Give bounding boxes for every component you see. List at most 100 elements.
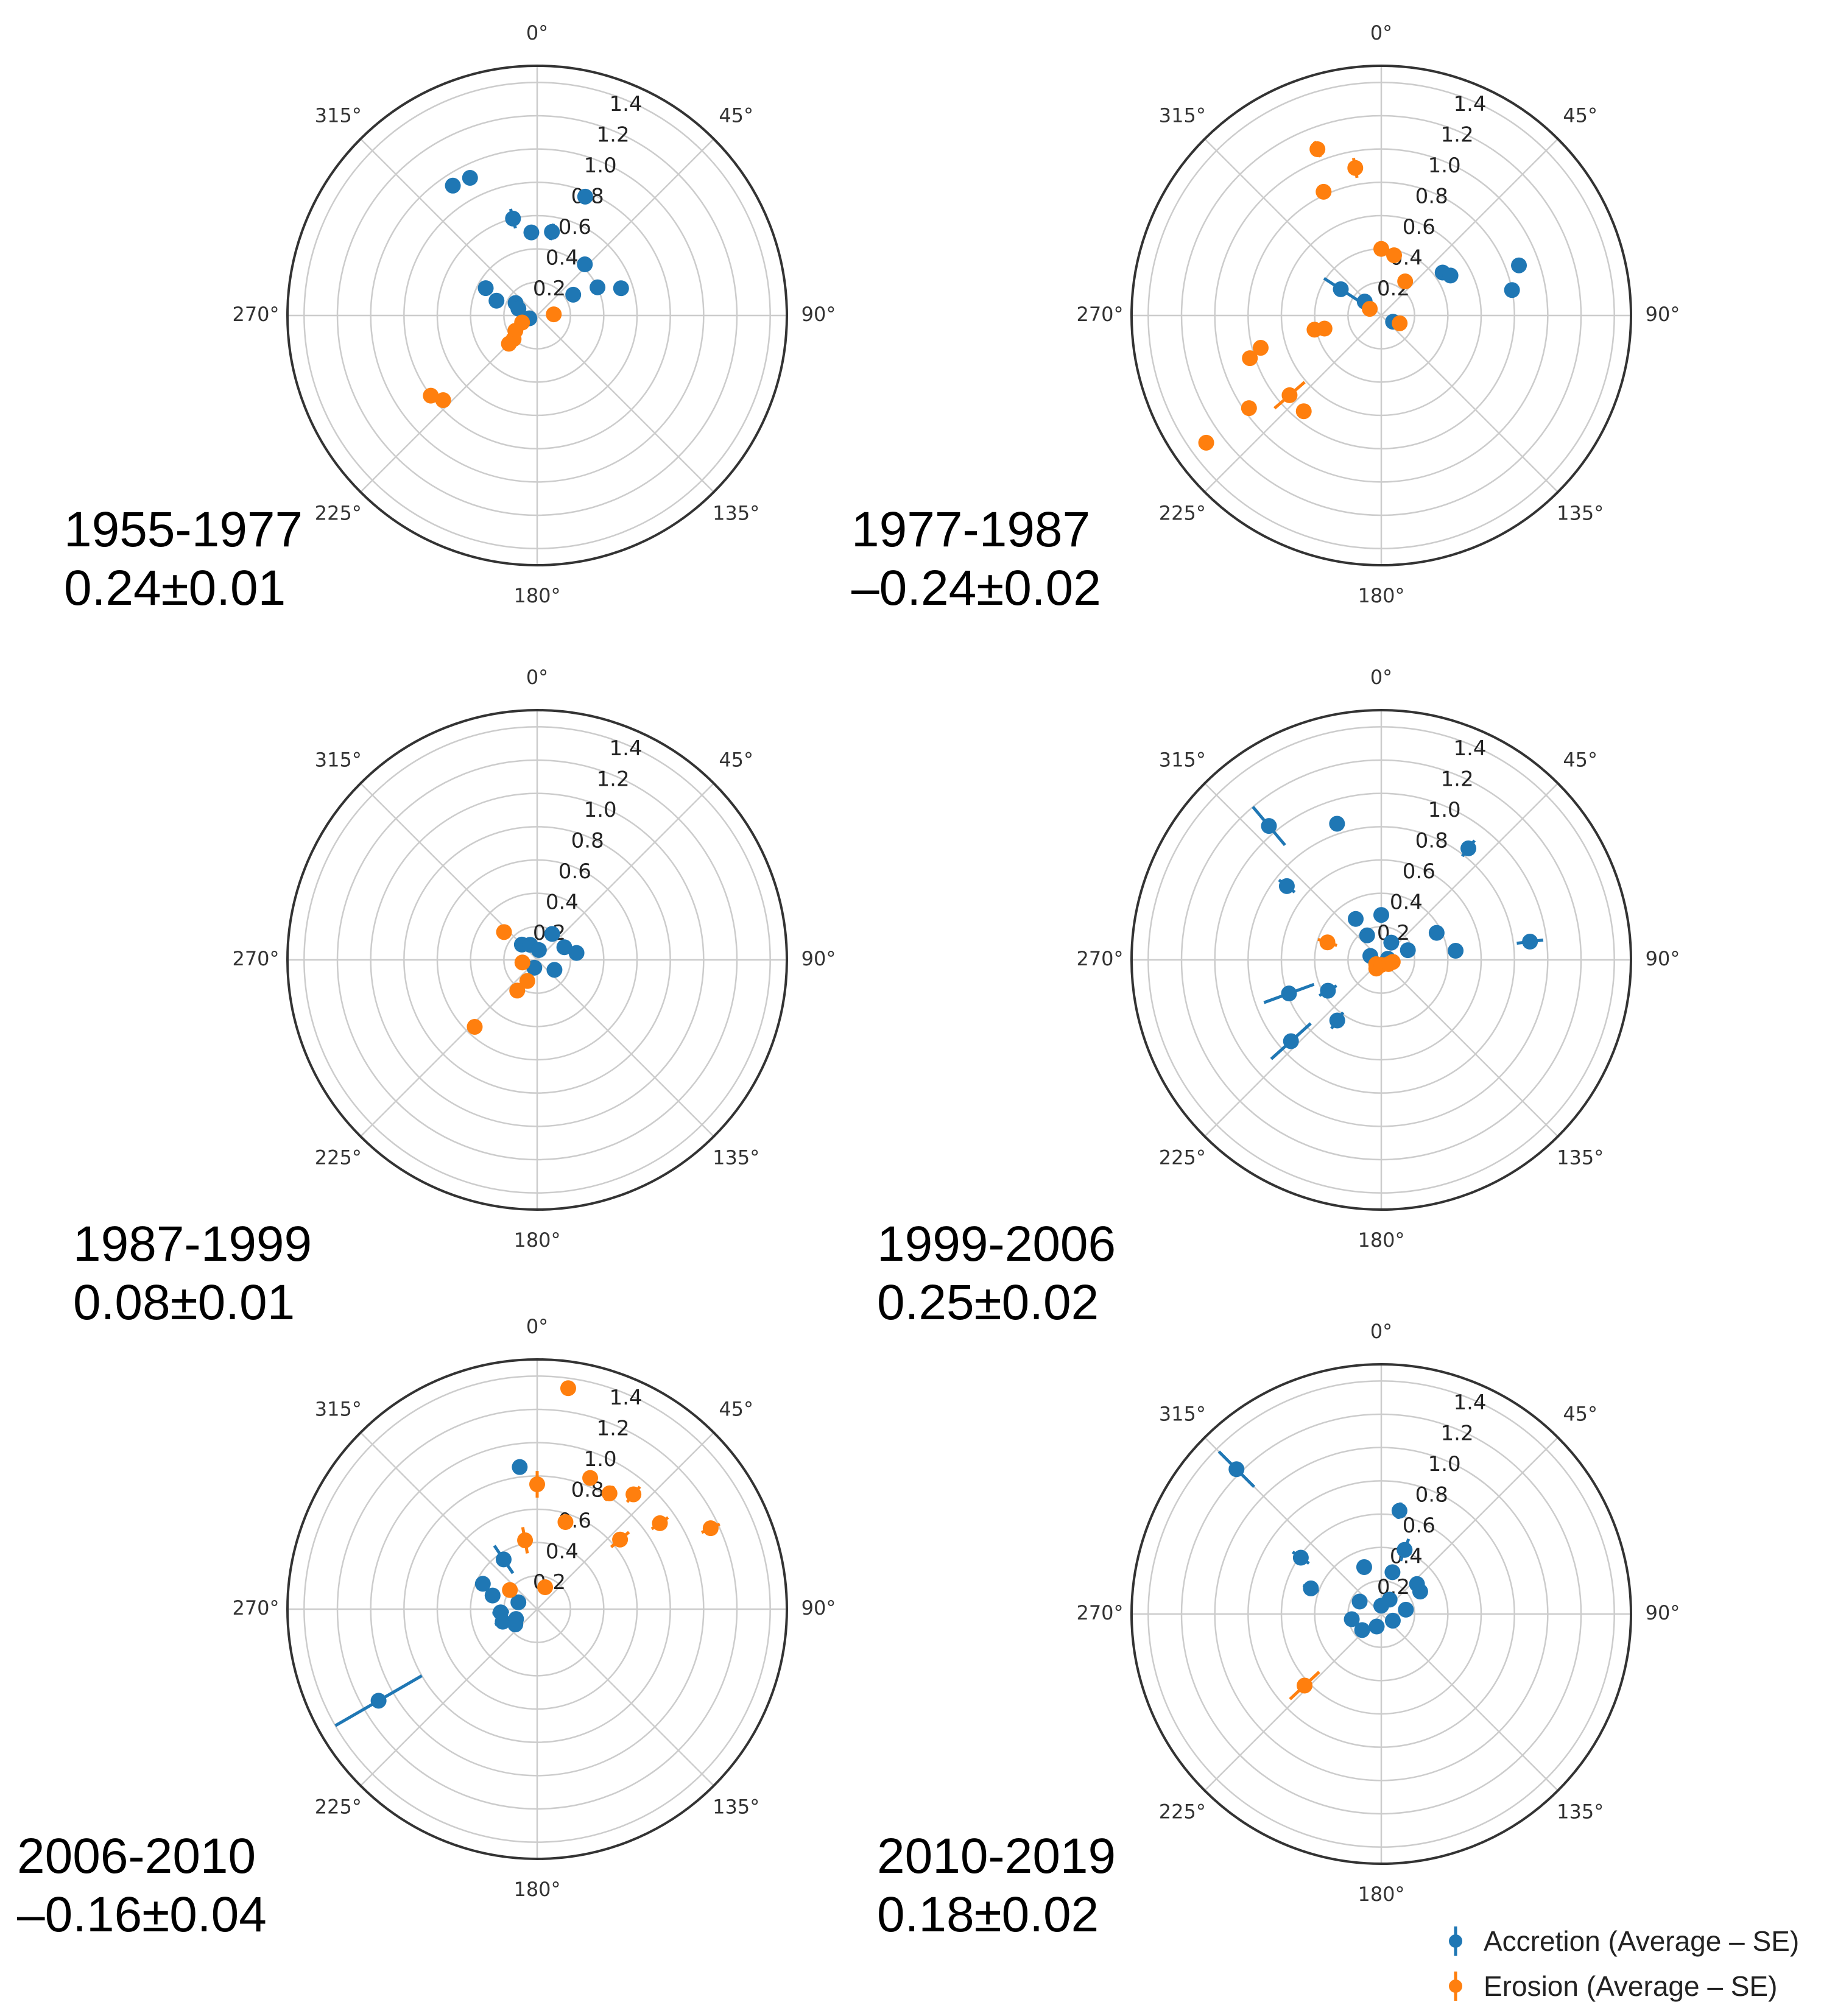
radial-tick-label: 0.2 — [533, 277, 566, 301]
grid-spoke — [537, 1432, 714, 1610]
radial-tick-label: 0.6 — [1403, 1514, 1435, 1538]
data-point — [1356, 1559, 1372, 1575]
radial-tick-label: 1.2 — [1441, 1421, 1474, 1445]
grid-spoke — [537, 315, 714, 493]
data-point — [1347, 160, 1364, 176]
grid-spoke — [360, 1432, 538, 1610]
data-point — [514, 954, 530, 971]
legend-item-accretion: Accretion (Average – SE) — [1443, 1919, 1799, 1964]
data-point — [601, 1485, 618, 1501]
angle-tick-label: 315° — [315, 1397, 362, 1420]
polar-chart-3: 0°45°90°135°180°225°270°315°0.20.40.60.8… — [232, 666, 836, 1252]
angle-tick-label: 225° — [1159, 1800, 1206, 1824]
data-point — [510, 300, 527, 317]
radial-tick-label: 1.4 — [1453, 736, 1486, 761]
data-point — [613, 280, 629, 297]
grid-spoke — [1204, 315, 1382, 493]
series-erosion — [1317, 934, 1401, 977]
angle-tick-label: 45° — [719, 748, 753, 771]
grid-spoke — [1381, 959, 1559, 1137]
angle-tick-label: 90° — [801, 1596, 836, 1619]
data-point — [1400, 942, 1416, 959]
angle-tick-label: 90° — [801, 303, 836, 326]
angle-tick-label: 135° — [713, 1146, 759, 1169]
data-point — [590, 279, 606, 295]
series-erosion — [502, 1380, 720, 1598]
data-point — [519, 973, 535, 989]
radial-tick-label: 0.4 — [546, 1539, 579, 1563]
angle-tick-label: 45° — [1563, 748, 1597, 771]
radial-tick-label: 0.4 — [1390, 890, 1423, 914]
data-point — [1354, 1622, 1370, 1638]
angle-tick-label: 315° — [1159, 1402, 1206, 1425]
data-point — [445, 177, 461, 194]
data-point — [1383, 934, 1400, 951]
data-point — [1281, 985, 1297, 1002]
data-point — [1329, 816, 1345, 832]
series-accretion — [1217, 1450, 1428, 1638]
polar-chart-6: 0°45°90°135°180°225°270°315°0.20.40.60.8… — [1076, 1320, 1680, 1906]
data-point — [1316, 183, 1332, 200]
radial-tick-label: 0.8 — [1415, 1482, 1448, 1507]
data-point — [1384, 1564, 1401, 1581]
radial-tick-label: 0.4 — [546, 890, 579, 914]
data-point — [625, 1486, 642, 1503]
legend: Accretion (Average – SE) Erosion (Averag… — [1443, 1919, 1799, 2009]
data-point — [510, 1594, 527, 1610]
radial-grid — [1132, 1364, 1631, 1864]
angle-tick-label: 0° — [1370, 666, 1392, 689]
data-point — [467, 1018, 483, 1035]
angle-tick-label: 90° — [1646, 947, 1680, 970]
radial-tick-label: 1.4 — [609, 92, 642, 116]
data-point — [582, 1470, 599, 1486]
data-point — [526, 959, 543, 976]
period-label-3: 1987-1999 0.08±0.01 — [73, 1215, 312, 1332]
data-point — [512, 1459, 528, 1475]
accretion-marker-icon — [1449, 1926, 1462, 1956]
data-point — [1306, 322, 1323, 338]
polar-chart-4: 0°45°90°135°180°225°270°315°0.20.40.60.8… — [1076, 666, 1680, 1252]
data-point — [1344, 1611, 1360, 1627]
data-point — [523, 224, 540, 241]
angle-tick-label: 180° — [1358, 584, 1404, 607]
data-point — [474, 1576, 491, 1592]
data-point — [1281, 387, 1298, 403]
polar-frame — [1130, 709, 1632, 1211]
angle-tick-label: 225° — [1159, 502, 1206, 525]
period-label-2: 1977-1987 –0.24±0.02 — [851, 501, 1101, 618]
polar-frame — [1130, 65, 1632, 566]
data-point — [1397, 1542, 1413, 1558]
radial-tick-label: 0.4 — [546, 245, 579, 270]
radial-tick-label: 1.2 — [597, 1416, 630, 1440]
data-point — [560, 1380, 576, 1397]
grid-spoke — [360, 138, 538, 316]
data-point — [1442, 267, 1459, 284]
angle-tick-label: 270° — [1076, 1601, 1123, 1624]
radial-tick-label: 1.0 — [584, 153, 617, 178]
period-value: 0.08±0.01 — [73, 1275, 295, 1330]
data-point — [529, 1476, 545, 1492]
angle-tick-label: 45° — [1563, 1402, 1597, 1425]
angle-tick-label: 270° — [1076, 303, 1123, 326]
angle-tick-label: 90° — [1646, 303, 1680, 326]
data-point — [1373, 907, 1389, 923]
angle-tick-label: 135° — [713, 1796, 759, 1819]
data-point — [1384, 954, 1401, 970]
radial-tick-label: 1.4 — [609, 736, 642, 761]
data-point — [1252, 340, 1269, 356]
data-point — [1504, 282, 1520, 298]
data-point — [435, 392, 451, 409]
angle-tick-label: 225° — [1159, 1146, 1206, 1169]
radial-tick-label: 1.2 — [597, 122, 630, 147]
period-label-4: 1999-2006 0.25±0.02 — [877, 1215, 1116, 1332]
data-point — [488, 292, 505, 309]
period-label-1: 1955-1977 0.24±0.01 — [64, 501, 303, 618]
series-accretion — [445, 169, 629, 326]
polar-chart-2: 0°45°90°135°180°225°270°315°0.20.40.60.8… — [1076, 21, 1680, 607]
data-point — [577, 256, 593, 273]
angle-tick-label: 315° — [1159, 748, 1206, 771]
radial-grid — [287, 66, 787, 565]
angle-tick-label: 135° — [1557, 502, 1604, 525]
angle-tick-label: 0° — [526, 1315, 548, 1338]
period-years: 1955-1977 — [64, 502, 303, 557]
